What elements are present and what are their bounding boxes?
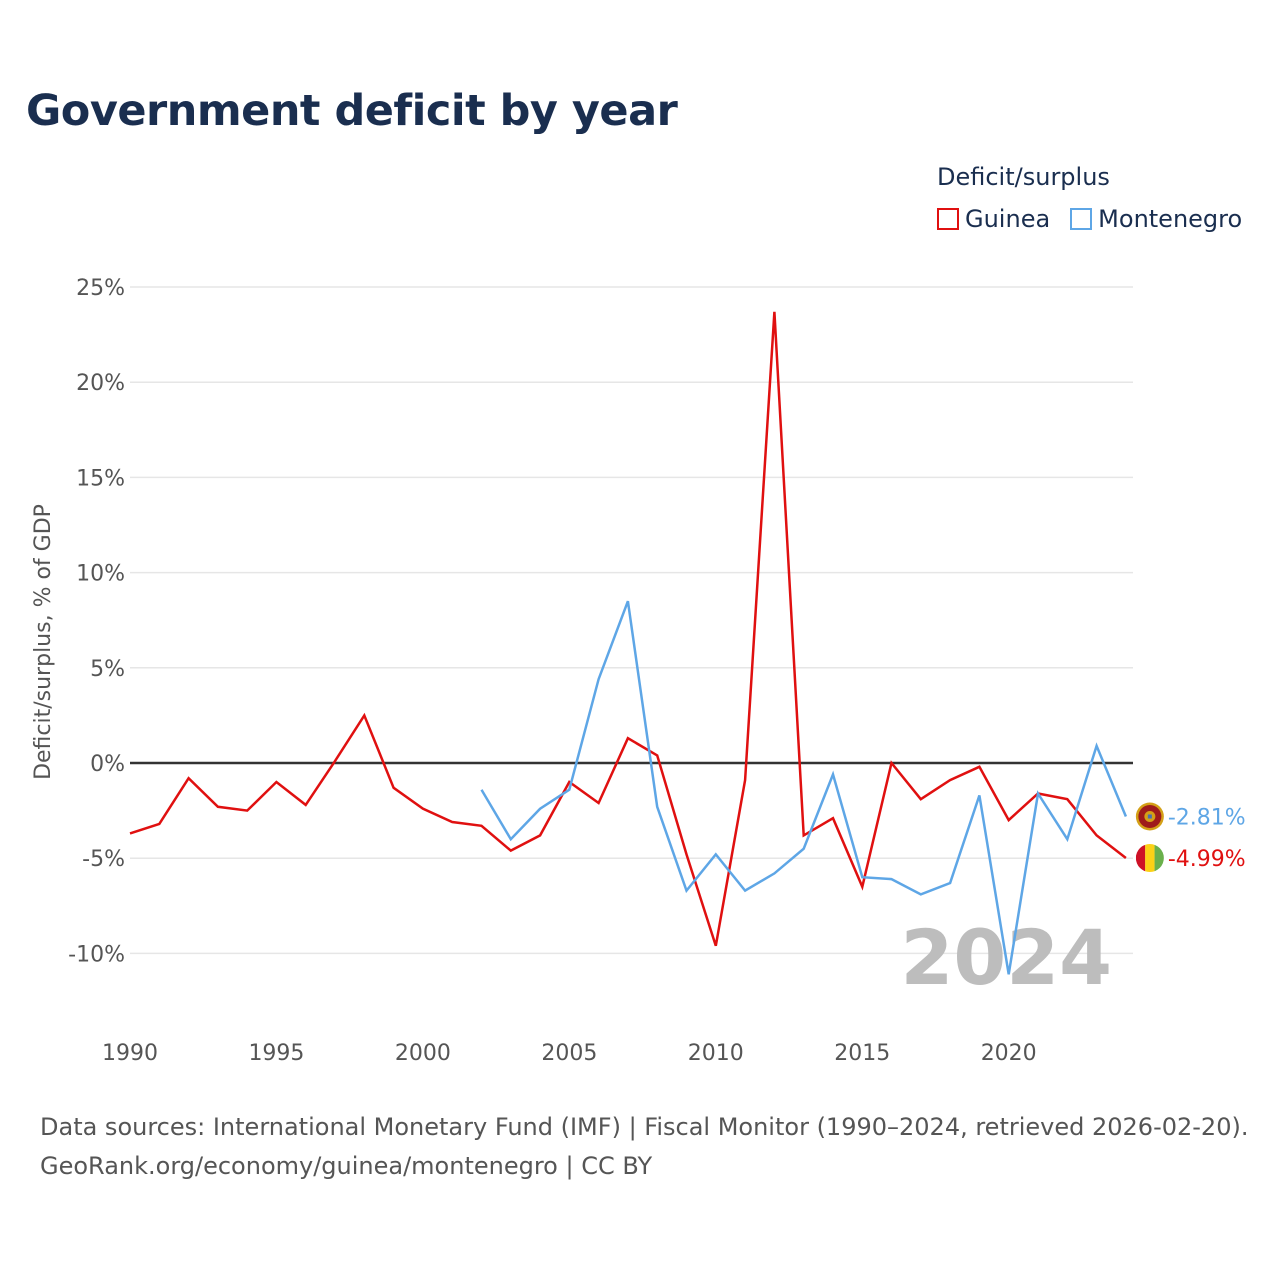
end-label-montenegro: -2.81% [1168, 806, 1246, 831]
x-tick-label: 2000 [395, 1041, 451, 1066]
flag-montenegro-icon [1135, 802, 1164, 831]
x-tick-labels: 1990 1995 2000 2005 2010 2015 2020 [102, 1041, 1037, 1066]
end-flags: -2.81% -4.99% [1135, 802, 1246, 873]
x-tick-label: 2020 [981, 1041, 1037, 1066]
legend-label-guinea: Guinea [965, 205, 1051, 233]
legend-item-montenegro[interactable]: Montenegro [1070, 205, 1242, 233]
footer-source: Data sources: International Monetary Fun… [40, 1113, 1249, 1141]
legend-item-guinea[interactable]: Guinea [937, 205, 1050, 233]
y-tick-label: 25% [76, 276, 125, 301]
x-tick-label: 2010 [688, 1041, 744, 1066]
flag-guinea-red [1135, 844, 1146, 873]
y-tick-label: 15% [76, 466, 125, 491]
x-tick-label: 2005 [541, 1041, 597, 1066]
series-lines [129, 311, 1128, 975]
y-tick-label: -10% [68, 942, 125, 967]
y-tick-label: -5% [82, 847, 125, 872]
y-tick-label: 10% [76, 562, 125, 587]
series-line-guinea [129, 311, 1127, 947]
y-tick-label: 0% [90, 752, 125, 777]
flag-guinea-green [1154, 844, 1164, 873]
x-tick-label: 1990 [102, 1041, 158, 1066]
legend: Guinea Montenegro [937, 205, 1242, 233]
legend-swatch-guinea [937, 208, 959, 230]
flag-guinea-yellow [1145, 844, 1155, 873]
legend-title: Deficit/surplus [937, 163, 1110, 191]
chart-title: Government deficit by year [26, 86, 678, 136]
y-axis-label: Deficit/surplus, % of GDP [31, 504, 56, 780]
flag-montenegro-shield [1147, 814, 1152, 819]
y-tick-labels: -10% -5% 0% 5% 10% 15% 20% 25% [68, 276, 125, 967]
end-label-guinea: -4.99% [1168, 847, 1246, 872]
x-tick-label: 2015 [834, 1041, 890, 1066]
y-tick-label: 5% [90, 657, 125, 682]
footer: Data sources: International Monetary Fun… [40, 1108, 1248, 1186]
x-tick-label: 1995 [248, 1041, 304, 1066]
legend-label-montenegro: Montenegro [1098, 205, 1243, 233]
y-tick-label: 20% [76, 371, 125, 396]
legend-swatch-montenegro [1070, 208, 1093, 230]
series-line-montenegro [480, 600, 1128, 975]
footer-credit[interactable]: GeoRank.org/economy/guinea/montenegro | … [40, 1152, 653, 1180]
flag-guinea-icon [1135, 844, 1164, 873]
gridlines [130, 286, 1133, 955]
